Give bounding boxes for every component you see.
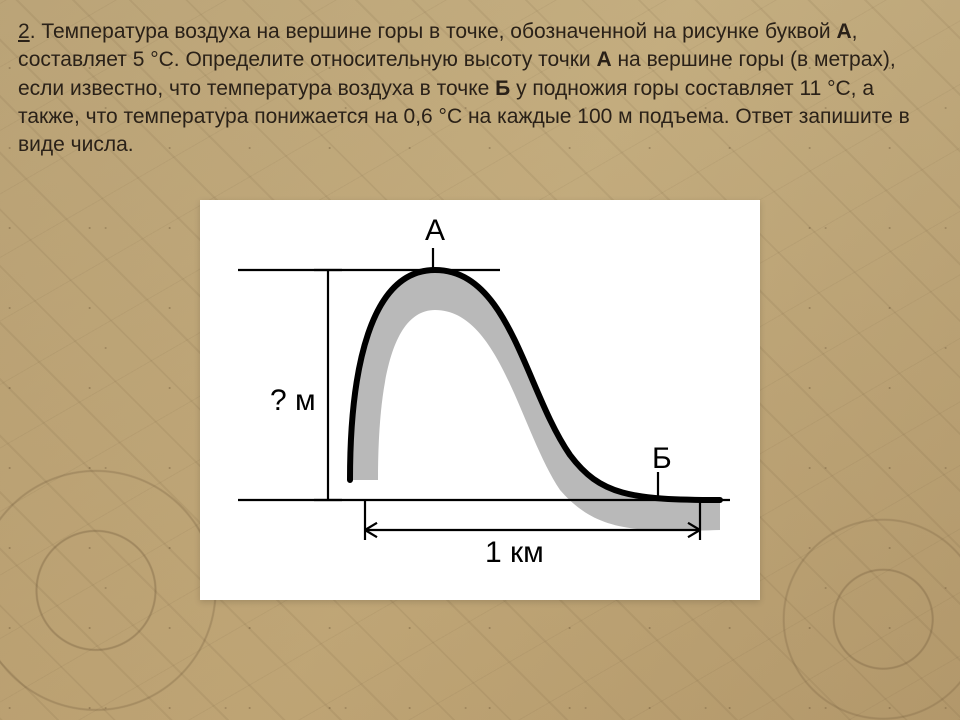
svg-text:Б: Б xyxy=(652,442,672,475)
bold-A-2: А xyxy=(596,48,611,71)
problem-text: 2. Температура воздуха на вершине горы в… xyxy=(18,18,938,160)
mountain-diagram: А Б ? м 1 км xyxy=(200,200,760,600)
bold-A-1: А xyxy=(836,20,851,43)
question-number: 2 xyxy=(18,20,30,43)
bold-B: Б xyxy=(495,77,510,100)
svg-text:1 км: 1 км xyxy=(485,536,544,569)
svg-text:? м: ? м xyxy=(270,384,316,417)
text-seg-0: . Температура воздуха на вершине горы в … xyxy=(30,20,837,43)
svg-text:А: А xyxy=(425,214,445,247)
